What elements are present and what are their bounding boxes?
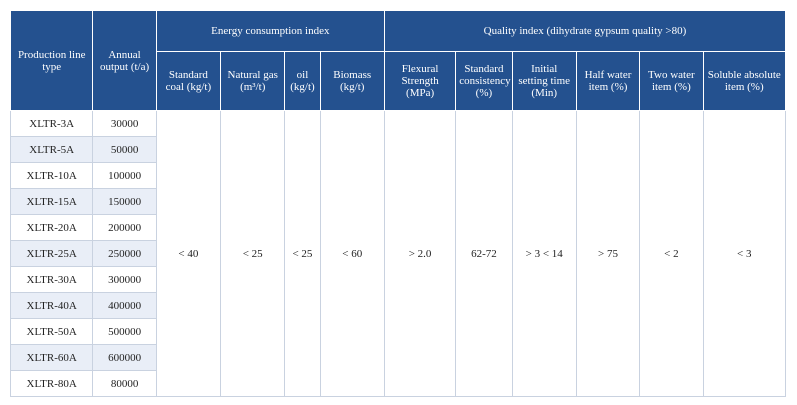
table-cell: XLTR-50A	[9, 318, 94, 345]
table-row: XLTR-15A 150000	[9, 188, 786, 215]
header-row: Production line type Annual output (t/a) E…	[9, 10, 787, 111]
table-cell: 80000	[92, 370, 157, 397]
header-cell: Initial setting time (Min)	[511, 51, 577, 111]
table-cell: 30000	[92, 110, 157, 137]
table-cell: XLTR-5A	[9, 136, 94, 163]
table-cell: 500000	[92, 318, 157, 345]
table-cell: XLTR-80A	[9, 370, 94, 397]
merged-cell: > 3 < 14	[511, 110, 577, 397]
table-cell: XLTR-20A	[9, 214, 94, 241]
header-cell: Biomass (kg/t)	[319, 51, 385, 111]
table-cell: 100000	[92, 162, 157, 189]
header-row: Standard coal (kg/t) Natural gas (m³/t) oi…	[11, 51, 786, 111]
merged-cell: < 40	[155, 110, 222, 397]
merged-cell: < 3	[702, 110, 786, 397]
header-cell: Standard coal (kg/t)	[155, 51, 222, 111]
table-row: XLTR-80A 80000	[9, 370, 786, 397]
table-cell: XLTR-60A	[9, 344, 94, 371]
table-cell: 200000	[92, 214, 157, 241]
merged-cell: < 2	[639, 110, 704, 397]
merged-cell: < 60	[319, 110, 385, 397]
header-cell: Two water item (%)	[639, 51, 704, 111]
group-header: Quality index (dihydrate gypsum quality …	[383, 10, 787, 52]
table-row: XLTR-30A 300000	[9, 266, 786, 293]
table-cell: 600000	[92, 344, 157, 371]
header-cell: Annual output (t/a)	[92, 10, 157, 111]
table-row: XLTR-25A 250000	[9, 240, 786, 267]
merged-cell: < 25	[220, 110, 286, 397]
table-cell: 50000	[92, 136, 157, 163]
merged-cell: < 25	[284, 110, 321, 397]
group-header: Energy consumption index	[155, 10, 385, 52]
header-cell: Flexural Strength (MPa)	[383, 51, 457, 111]
table-cell: XLTR-10A	[9, 162, 94, 189]
table-row: XLTR-3A 30000 < 40 < 25 < 25 < 60 > 2.0 62-72 > …	[9, 110, 786, 397]
table-cell: 150000	[92, 188, 157, 215]
table-row: XLTR-20A 200000	[9, 214, 786, 241]
table-cell: 400000	[92, 292, 157, 319]
table-cell: XLTR-40A	[9, 292, 94, 319]
table-cell: XLTR-15A	[9, 188, 94, 215]
table-cell: XLTR-25A	[9, 240, 94, 267]
header-cell: Half water item (%)	[575, 51, 641, 111]
table-cell: XLTR-3A	[9, 110, 94, 137]
header-cell: Standard consistency (%)	[455, 51, 513, 111]
table-row: XLTR-50A 500000	[9, 318, 786, 345]
merged-cell: > 2.0	[383, 110, 457, 397]
header-cell: Soluble absolute item (%)	[702, 51, 786, 111]
header-cell: Production line type	[9, 10, 94, 111]
merged-cell: > 75	[575, 110, 641, 397]
header-cell: Natural gas (m³/t)	[220, 51, 286, 111]
table-cell: XLTR-30A	[9, 266, 94, 293]
merged-cell: 62-72	[455, 110, 513, 397]
spec-table: Production line type Annual output (t/a) E…	[9, 10, 787, 397]
header-cell: oil (kg/t)	[284, 51, 321, 111]
table-cell: 250000	[92, 240, 157, 267]
table-cell: 300000	[92, 266, 157, 293]
